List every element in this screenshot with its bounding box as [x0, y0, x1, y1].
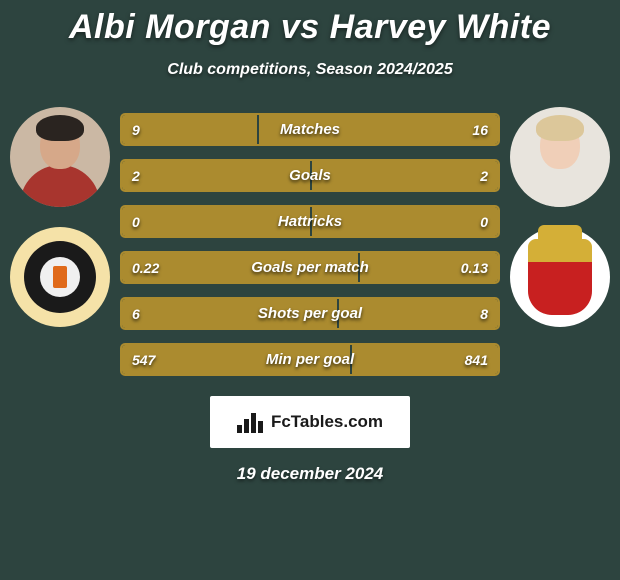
- left-side-column: [0, 107, 120, 327]
- comparison-panel: 916Matches 22Goals 00Hattricks 0.220.13Goal…: [0, 107, 620, 382]
- player-left-avatar: [10, 107, 110, 207]
- stat-row: 0.220.13Goals per match: [120, 251, 500, 284]
- stat-label: Min per goal: [122, 351, 498, 368]
- club-left-badge: [10, 227, 110, 327]
- stat-row: 547841Min per goal: [120, 343, 500, 376]
- stat-row: 68Shots per goal: [120, 297, 500, 330]
- stat-row: 22Goals: [120, 159, 500, 192]
- stat-label: Goals: [122, 167, 498, 184]
- stat-row: 916Matches: [120, 113, 500, 146]
- comparison-bars: 916Matches 22Goals 00Hattricks 0.220.13Goal…: [120, 107, 500, 382]
- stat-row: 00Hattricks: [120, 205, 500, 238]
- player-right-avatar: [510, 107, 610, 207]
- page-title: Albi Morgan vs Harvey White: [0, 0, 620, 47]
- source-logo-text: FcTables.com: [271, 412, 383, 432]
- right-side-column: [500, 107, 620, 327]
- stat-label: Hattricks: [122, 213, 498, 230]
- club-right-badge: [510, 227, 610, 327]
- source-logo: FcTables.com: [210, 396, 410, 448]
- stat-label: Shots per goal: [122, 305, 498, 322]
- fctables-icon: [237, 411, 267, 433]
- snapshot-date: 19 december 2024: [0, 464, 620, 484]
- page-subtitle: Club competitions, Season 2024/2025: [0, 61, 620, 79]
- stat-label: Goals per match: [122, 259, 498, 276]
- stat-label: Matches: [122, 121, 498, 138]
